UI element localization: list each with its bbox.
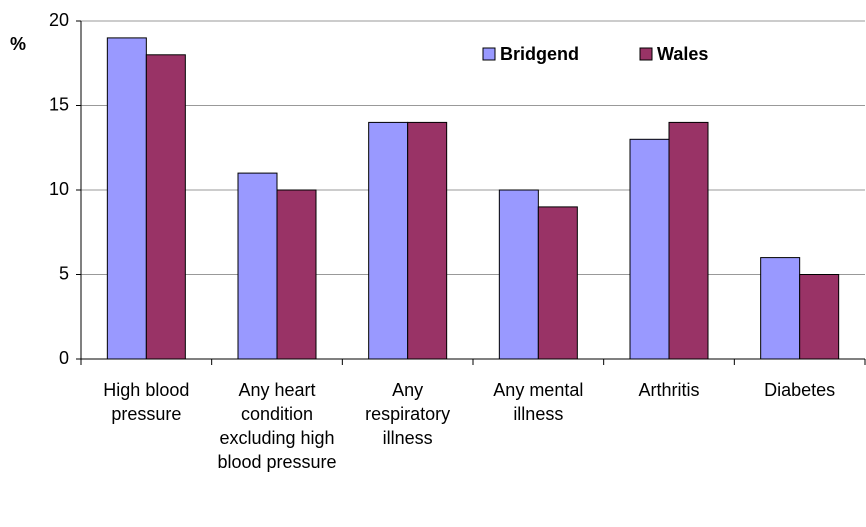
bar	[629, 138, 670, 360]
legend-swatch	[482, 47, 496, 61]
y-axis-label: %	[10, 34, 26, 54]
x-tick-label: Any mental illness	[493, 380, 584, 424]
bar	[537, 206, 578, 360]
bar	[760, 257, 801, 360]
legend-label: Bridgend	[500, 44, 579, 64]
bar	[145, 54, 186, 360]
x-tick-label: Arthritis	[638, 380, 700, 400]
y-tick-label: 20	[49, 10, 69, 30]
y-tick-label: 0	[59, 348, 69, 368]
bar	[276, 189, 317, 360]
bar	[237, 172, 278, 360]
bar	[668, 121, 709, 360]
legend-swatch	[639, 47, 653, 61]
x-tick-label: Any heart condition excluding high blood…	[217, 380, 337, 472]
x-tick-label: High blood pressure	[103, 380, 190, 424]
bar	[498, 189, 539, 360]
bar	[106, 37, 147, 360]
bar	[368, 121, 409, 360]
y-tick-label: 15	[49, 94, 69, 114]
y-tick-label: 10	[49, 179, 69, 199]
y-tick-label: 5	[59, 263, 69, 283]
x-tick-label: Diabetes	[764, 380, 836, 400]
bar	[407, 121, 448, 360]
legend-label: Wales	[657, 44, 708, 64]
bar	[799, 274, 840, 360]
x-tick-label: Any respiratory illness	[365, 380, 451, 448]
